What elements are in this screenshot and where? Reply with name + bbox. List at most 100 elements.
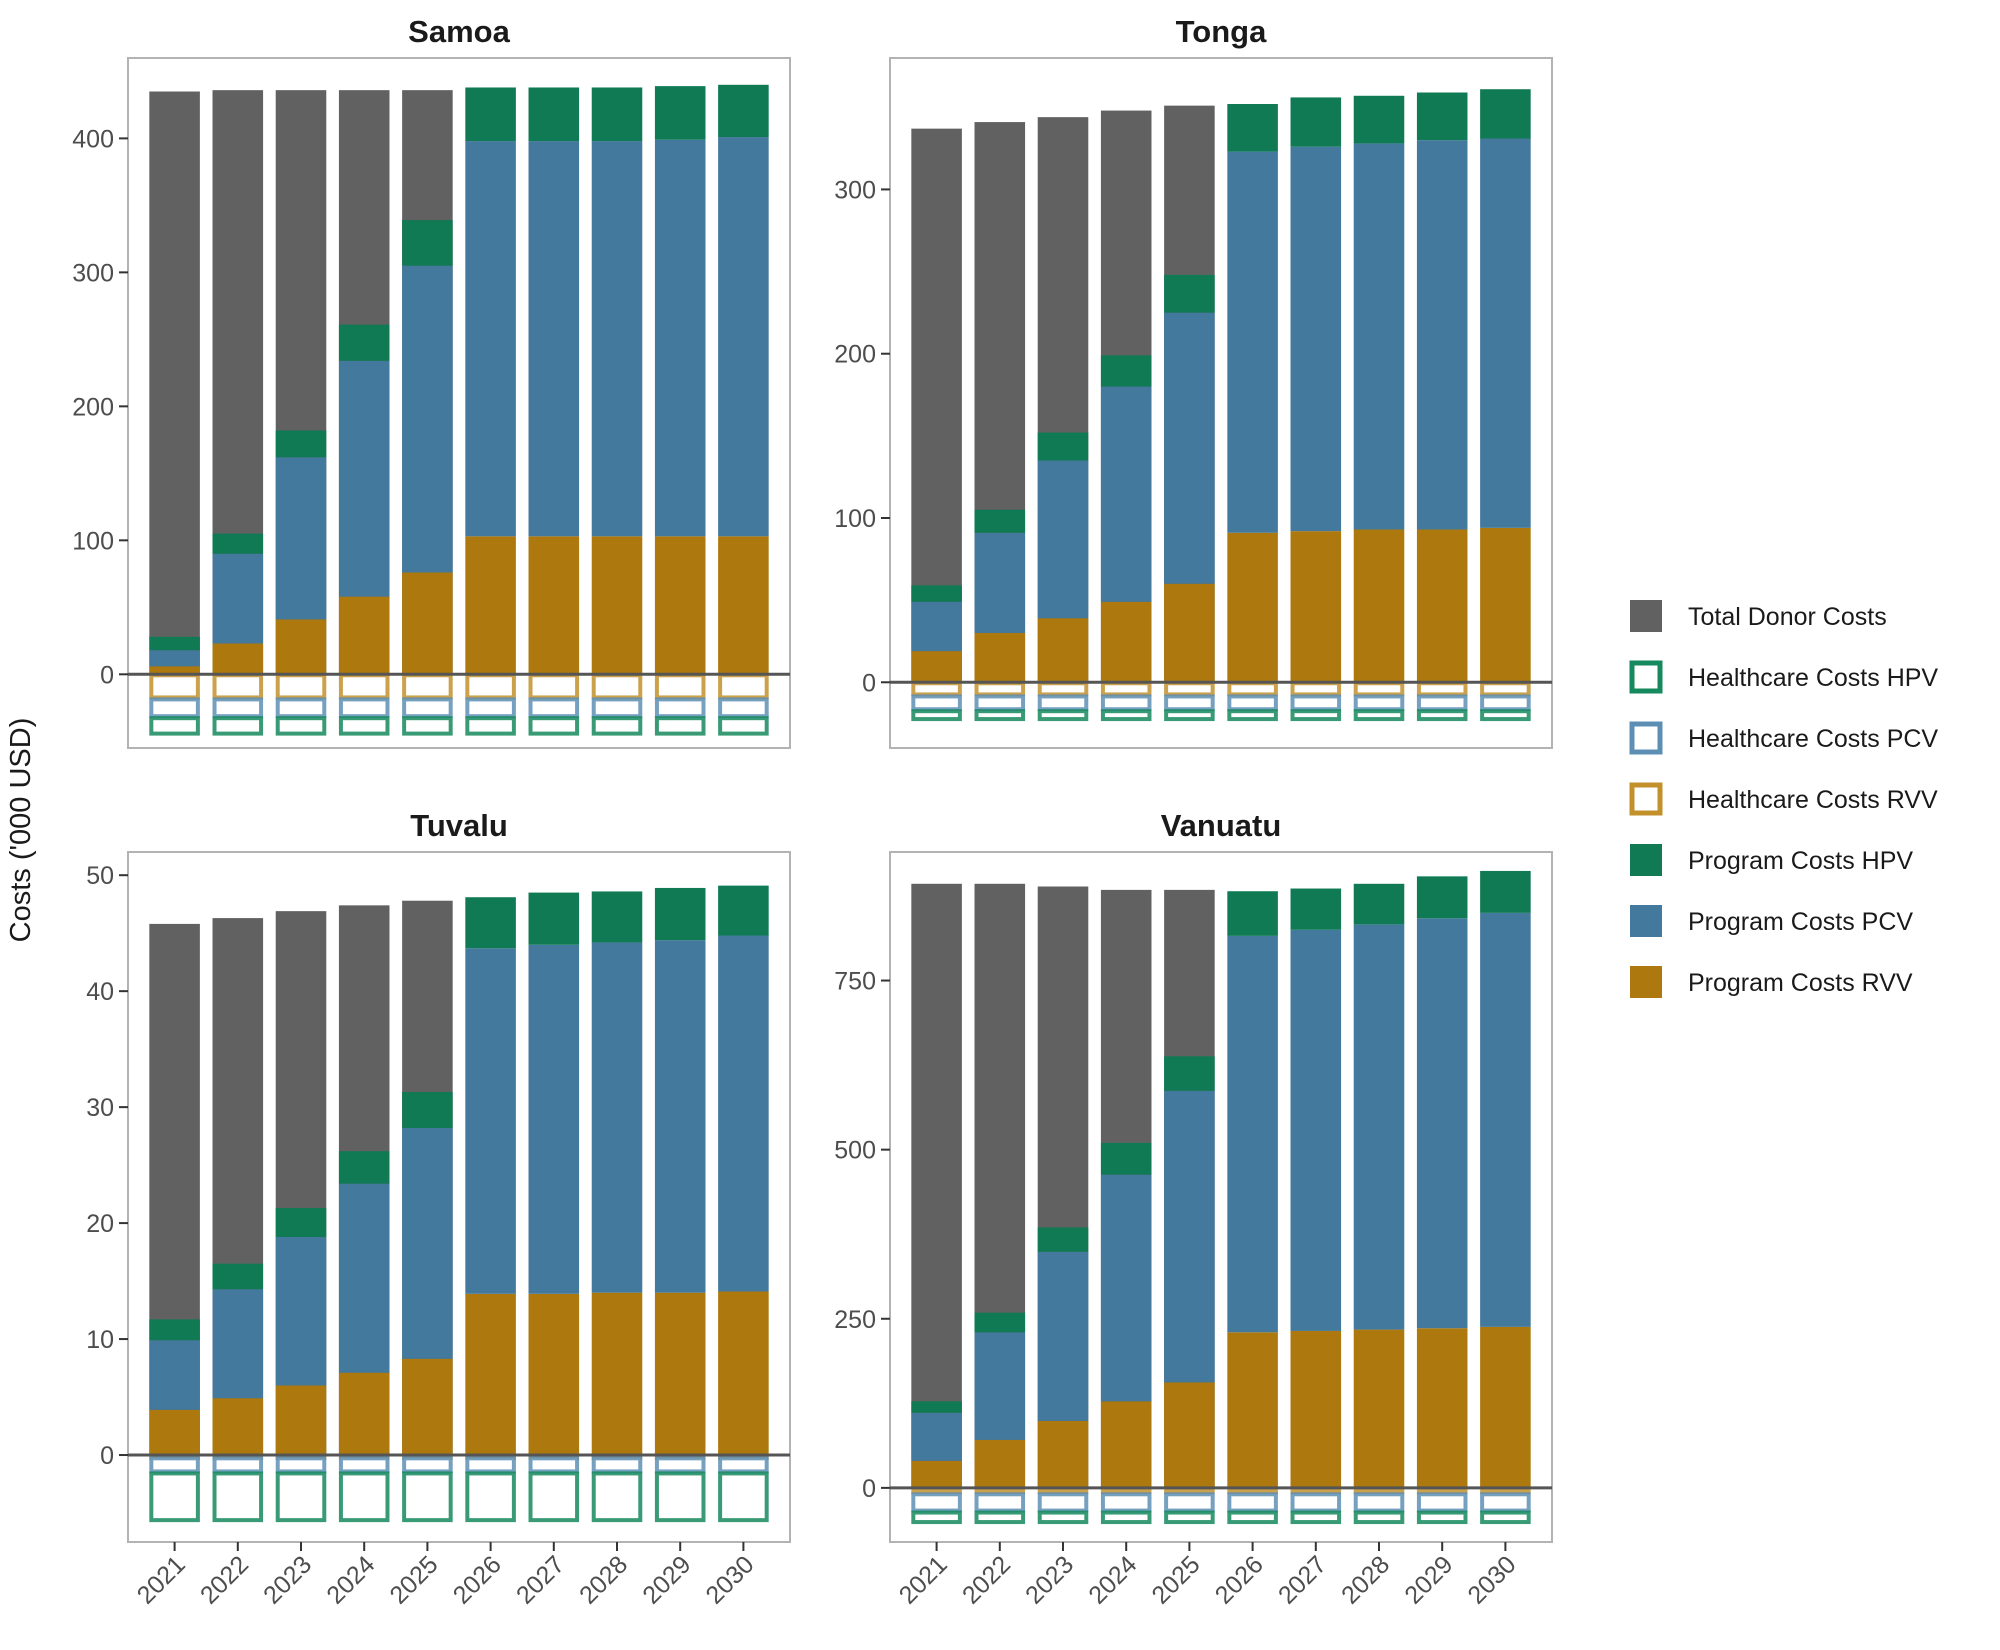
x-tick-label: 2026 xyxy=(448,1550,507,1609)
bar-prog-rvv-2028 xyxy=(1353,529,1405,683)
bar-prog-rvv-2025 xyxy=(1164,1382,1215,1488)
bar-prog-pcv-2027 xyxy=(1290,146,1342,532)
bar-prog-hpv-2024 xyxy=(1100,1142,1152,1175)
legend-label: Program Costs RVV xyxy=(1688,969,1913,997)
bar-hc-rvv-2021 xyxy=(911,681,962,697)
bar-prog-hpv-2022 xyxy=(974,1312,1026,1333)
bar-prog-hpv-2030 xyxy=(718,885,769,936)
bar-hc-pcv-2021 xyxy=(149,1456,200,1474)
bar-prog-hpv-2030 xyxy=(718,84,769,138)
bar-prog-rvv-2024 xyxy=(1100,1401,1152,1488)
bar-hc-hpv-2029 xyxy=(654,1471,706,1523)
bar-prog-rvv-2023 xyxy=(1037,618,1089,683)
bar-hc-rvv-2029 xyxy=(1416,681,1468,697)
bar-prog-rvv-2025 xyxy=(1164,583,1215,683)
y-tick-label: 30 xyxy=(86,1094,114,1122)
bar-hc-hpv-2027 xyxy=(1290,709,1342,722)
bar-hc-rvv-2028 xyxy=(1353,1486,1405,1495)
bar-prog-rvv-2029 xyxy=(1416,1328,1468,1488)
bar-prog-rvv-2026 xyxy=(465,536,516,675)
legend-label: Program Costs PCV xyxy=(1688,908,1913,936)
x-tick-label: 2022 xyxy=(195,1550,254,1609)
bar-prog-hpv-2029 xyxy=(1416,92,1468,141)
bar-prog-pcv-2025 xyxy=(1164,1090,1215,1383)
bar-prog-pcv-2024 xyxy=(1100,1174,1152,1402)
bar-prog-hpv-2025 xyxy=(1164,1056,1215,1091)
bar-hc-hpv-2023 xyxy=(275,716,327,736)
bar-hc-hpv-2021 xyxy=(911,709,962,722)
bar-hc-rvv-2030 xyxy=(718,673,769,700)
bar-prog-pcv-2025 xyxy=(402,1128,453,1359)
y-tick-label: 10 xyxy=(86,1326,114,1354)
bar-hc-pcv-2025 xyxy=(1164,1492,1215,1513)
bar-hc-hpv-2021 xyxy=(911,1510,962,1525)
bar-prog-hpv-2022 xyxy=(974,509,1026,533)
bar-prog-pcv-2024 xyxy=(338,360,390,597)
bar-prog-hpv-2026 xyxy=(1227,104,1278,152)
y-tick-label: 300 xyxy=(834,176,876,204)
bar-hc-rvv-2026 xyxy=(1227,681,1278,697)
x-tick-label: 2023 xyxy=(1020,1550,1079,1609)
legend-item-hc-hpv: Healthcare Costs HPV xyxy=(1629,660,1938,694)
bar-prog-pcv-2026 xyxy=(1227,935,1278,1333)
x-tick-label: 2021 xyxy=(894,1550,953,1609)
bar-prog-rvv-2022 xyxy=(212,643,264,675)
bar-hc-pcv-2021 xyxy=(911,1492,962,1513)
legend-swatch xyxy=(1629,660,1663,694)
bar-hc-hpv-2026 xyxy=(1227,709,1278,722)
bar-hc-pcv-2021 xyxy=(911,694,962,712)
bar-hc-rvv-2021 xyxy=(149,673,200,700)
bar-hc-pcv-2024 xyxy=(1100,1492,1152,1513)
bar-hc-pcv-2024 xyxy=(338,1456,390,1474)
bar-hc-pcv-2029 xyxy=(1416,1492,1468,1513)
bar-hc-hpv-2022 xyxy=(974,709,1026,722)
bar-hc-pcv-2024 xyxy=(338,697,390,719)
legend-label: Healthcare Costs RVV xyxy=(1688,786,1938,814)
bar-prog-pcv-2022 xyxy=(974,532,1026,633)
y-axis-title: Costs ('000 USD) xyxy=(5,718,37,943)
bar-prog-rvv-2022 xyxy=(974,1439,1026,1488)
bar-prog-hpv-2028 xyxy=(1353,883,1405,925)
bar-hc-rvv-2030 xyxy=(1480,681,1531,697)
bar-prog-hpv-2025 xyxy=(402,1092,453,1128)
bar-prog-pcv-2027 xyxy=(528,141,580,537)
bar-prog-rvv-2024 xyxy=(1100,601,1152,683)
bar-prog-rvv-2024 xyxy=(338,1372,390,1456)
bar-hc-pcv-2028 xyxy=(1353,1492,1405,1513)
bar-prog-pcv-2028 xyxy=(1353,924,1405,1330)
y-tick-label: 100 xyxy=(834,505,876,533)
bar-prog-pcv-2021 xyxy=(149,1340,200,1410)
bar-hc-hpv-2028 xyxy=(591,1471,643,1523)
bar-hc-rvv-2023 xyxy=(275,673,327,700)
legend-swatch xyxy=(1629,782,1663,816)
bar-hc-pcv-2029 xyxy=(654,697,706,719)
bar-hc-rvv-2024 xyxy=(338,673,390,700)
legend-item-hc-rvv: Healthcare Costs RVV xyxy=(1629,782,1938,816)
bar-hc-pcv-2025 xyxy=(1164,694,1215,712)
legend-label: Healthcare Costs HPV xyxy=(1688,664,1938,692)
bar-hc-hpv-2028 xyxy=(1353,709,1405,722)
bar-prog-rvv-2026 xyxy=(1227,532,1278,683)
y-tick-label: 0 xyxy=(862,1475,876,1503)
bar-prog-rvv-2022 xyxy=(212,1398,264,1456)
bar-hc-pcv-2028 xyxy=(591,697,643,719)
bar-hc-hpv-2022 xyxy=(974,1510,1026,1525)
legend-swatch xyxy=(1630,600,1662,632)
x-tick-label: 2023 xyxy=(258,1550,317,1609)
bar-prog-pcv-2021 xyxy=(911,1412,962,1461)
bar-hc-rvv-2029 xyxy=(654,673,706,700)
bar-prog-rvv-2021 xyxy=(149,666,200,675)
bar-prog-rvv-2021 xyxy=(911,1460,962,1488)
bar-hc-rvv-2024 xyxy=(1100,681,1152,697)
y-tick-label: 750 xyxy=(834,968,876,996)
bar-prog-hpv-2024 xyxy=(338,1151,390,1184)
legend-swatch xyxy=(1630,844,1662,876)
panel-samoa: Samoa 0 100 200 300 400 xyxy=(72,14,791,749)
bar-prog-pcv-2027 xyxy=(1290,929,1342,1331)
bar-prog-pcv-2026 xyxy=(465,948,516,1294)
bar-prog-pcv-2030 xyxy=(718,137,769,537)
bar-hc-pcv-2027 xyxy=(528,1456,580,1474)
bar-hc-pcv-2021 xyxy=(149,697,200,719)
x-tick-label: 2021 xyxy=(132,1550,191,1609)
bar-prog-pcv-2029 xyxy=(654,139,706,537)
